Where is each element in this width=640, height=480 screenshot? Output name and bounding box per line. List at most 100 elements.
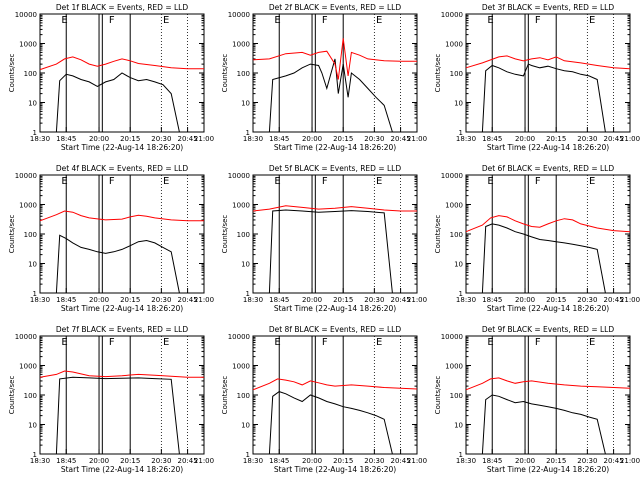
y-axis-label: Counts/sec	[8, 215, 16, 254]
y-axis-label: Counts/sec	[8, 54, 16, 93]
x-tick-label: 21:00	[194, 135, 214, 143]
y-axis-label: Counts/sec	[434, 376, 442, 415]
y-tick-label: 10000	[441, 11, 463, 19]
x-tick-label: 18:45	[269, 135, 289, 143]
x-tick-label: 20:45	[391, 135, 411, 143]
x-tick-label: 20:30	[577, 135, 597, 143]
x-tick-label: 18:45	[482, 296, 502, 304]
y-tick-label: 100	[24, 392, 37, 400]
y-tick-label: 10000	[15, 333, 37, 341]
plot-frame	[465, 335, 631, 455]
x-tick-label: 20:00	[89, 135, 109, 143]
x-tick-label: 18:45	[56, 296, 76, 304]
x-tick-label: 21:00	[620, 296, 640, 304]
x-axis-label: Start Time (22-Aug-14 18:26:20)	[61, 304, 183, 313]
x-tick-label: 20:45	[178, 135, 198, 143]
events-series-line	[268, 58, 393, 133]
events-series-line	[55, 234, 180, 294]
event-marker-label: E	[589, 176, 595, 187]
x-axis-label: Start Time (22-Aug-14 18:26:20)	[487, 143, 609, 152]
y-tick-label: 1	[33, 129, 37, 137]
event-marker-label: E	[61, 176, 67, 187]
x-tick-label: 20:00	[302, 457, 322, 465]
x-tick-label: 20:30	[364, 135, 384, 143]
events-series-line	[481, 63, 606, 133]
x-tick-label: 18:30	[456, 135, 476, 143]
y-tick-label: 1	[33, 290, 37, 298]
x-tick-label: 20:30	[364, 457, 384, 465]
event-marker-label: E	[61, 337, 67, 348]
events-series-line	[55, 376, 180, 455]
y-tick-label: 1000	[445, 41, 463, 49]
panel-det-5: Det 5f BLACK = Events, RED = LLD 1 10 100 10…	[221, 164, 427, 313]
y-tick-label: 1	[33, 451, 37, 459]
panel-title: Det 7f BLACK = Events, RED = LLD	[56, 325, 189, 334]
x-tick-label: 20:00	[515, 135, 535, 143]
lld-series-line	[252, 38, 417, 80]
y-tick-label: 100	[450, 231, 463, 239]
x-tick-label: 20:00	[302, 296, 322, 304]
y-tick-label: 1	[246, 451, 250, 459]
y-axis-label: Counts/sec	[8, 376, 16, 415]
lld-series-line	[252, 205, 417, 212]
event-marker-label: E	[487, 337, 493, 348]
x-tick-label: 21:00	[194, 296, 214, 304]
y-tick-label: 1000	[19, 363, 37, 371]
x-tick-label: 20:15	[120, 457, 140, 465]
event-marker-label: F	[535, 337, 541, 348]
y-tick-label: 10000	[15, 172, 37, 180]
lld-series-line	[465, 55, 631, 70]
x-tick-label: 18:30	[243, 457, 263, 465]
x-axis-label: Start Time (22-Aug-14 18:26:20)	[274, 304, 396, 313]
event-marker-label: F	[109, 15, 115, 26]
y-tick-label: 1000	[445, 202, 463, 210]
x-tick-label: 21:00	[407, 457, 427, 465]
x-tick-label: 21:00	[620, 135, 640, 143]
panel-title: Det 8f BLACK = Events, RED = LLD	[269, 325, 402, 334]
panel-title: Det 9f BLACK = Events, RED = LLD	[482, 325, 615, 334]
x-tick-label: 20:00	[89, 457, 109, 465]
event-marker-label: F	[322, 15, 328, 26]
y-tick-label: 10	[28, 100, 37, 108]
y-tick-label: 10	[241, 100, 250, 108]
events-series-line	[55, 72, 180, 133]
events-series-line	[481, 223, 606, 294]
x-tick-label: 18:30	[243, 296, 263, 304]
panel-det-9: Det 9f BLACK = Events, RED = LLD 1 10 100 10…	[434, 325, 640, 474]
x-tick-label: 20:15	[546, 457, 566, 465]
y-tick-label: 10	[241, 261, 250, 269]
x-tick-label: 21:00	[407, 135, 427, 143]
x-tick-label: 20:30	[577, 296, 597, 304]
y-tick-label: 1	[246, 290, 250, 298]
y-tick-label: 1000	[19, 202, 37, 210]
y-tick-label: 1000	[232, 363, 250, 371]
lld-series-line	[39, 370, 204, 378]
x-tick-label: 21:00	[194, 457, 214, 465]
x-tick-label: 20:00	[515, 457, 535, 465]
x-tick-label: 20:00	[515, 296, 535, 304]
events-series-line	[481, 394, 606, 455]
x-tick-label: 18:30	[456, 296, 476, 304]
y-tick-label: 1000	[445, 363, 463, 371]
y-tick-label: 1	[459, 451, 463, 459]
x-tick-label: 20:30	[577, 457, 597, 465]
y-tick-label: 100	[24, 70, 37, 78]
event-marker-label: F	[322, 176, 328, 187]
panel-det-3: Det 3f BLACK = Events, RED = LLD 1 10 100 10…	[434, 3, 640, 152]
plot-frame	[465, 13, 631, 133]
event-marker-label: E	[274, 176, 280, 187]
plot-frame	[252, 335, 418, 455]
panel-det-2: Det 2f BLACK = Events, RED = LLD 1 10 100 10…	[221, 3, 427, 152]
event-marker-label: E	[589, 15, 595, 26]
x-tick-label: 20:45	[604, 296, 624, 304]
y-tick-label: 10	[454, 422, 463, 430]
panel-title: Det 6f BLACK = Events, RED = LLD	[482, 164, 615, 173]
x-axis-label: Start Time (22-Aug-14 18:26:20)	[274, 143, 396, 152]
y-tick-label: 10000	[441, 172, 463, 180]
y-tick-label: 10000	[228, 11, 250, 19]
x-tick-label: 20:45	[178, 457, 198, 465]
y-axis-label: Counts/sec	[434, 54, 442, 93]
panel-det-6: Det 6f BLACK = Events, RED = LLD 1 10 100 10…	[434, 164, 640, 313]
x-axis-label: Start Time (22-Aug-14 18:26:20)	[61, 465, 183, 474]
